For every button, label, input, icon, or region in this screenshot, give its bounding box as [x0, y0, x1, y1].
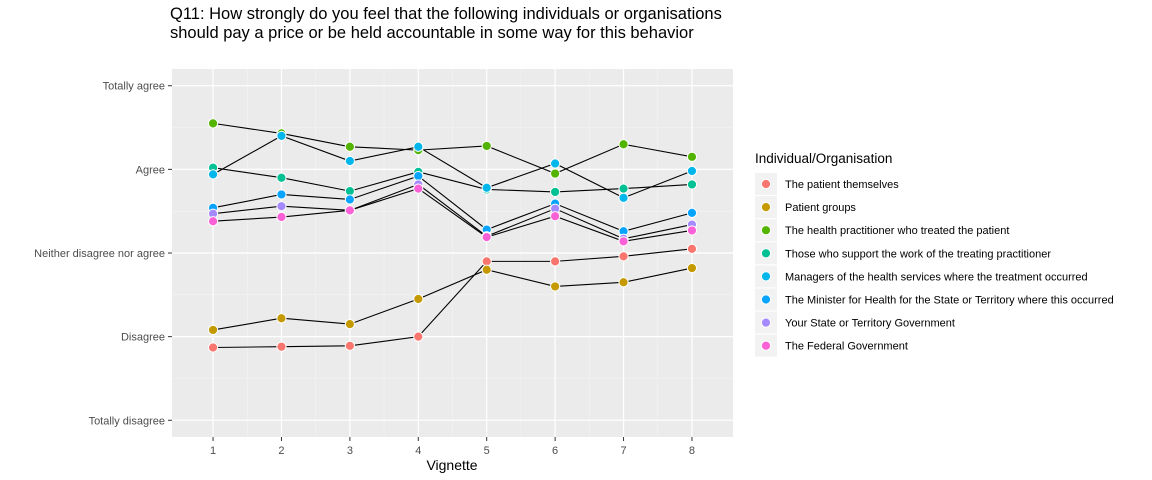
data-point [481, 256, 492, 267]
data-point [276, 201, 287, 212]
legend-label: Those who support the work of the treati… [785, 248, 1051, 260]
y-tick-label: Disagree [121, 332, 165, 344]
data-point [344, 205, 355, 216]
y-tick-label: Agree [136, 164, 165, 176]
legend-swatch [760, 340, 772, 351]
x-tick-label: 8 [689, 445, 695, 457]
data-point [550, 281, 561, 292]
legend-label: The patient themselves [785, 179, 899, 191]
data-point [481, 140, 492, 152]
legend-swatch [760, 271, 772, 282]
legend: Individual/Organisation The patient them… [755, 151, 1114, 357]
data-point [276, 172, 287, 183]
x-axis: 1 2 3 4 5 6 7 8 [210, 437, 695, 457]
data-point [550, 256, 561, 267]
series-layer [207, 118, 698, 353]
legend-swatch [760, 317, 772, 328]
data-point [276, 341, 287, 352]
legend-label: The health practitioner who treated the … [785, 225, 1009, 237]
legend-swatch [760, 225, 772, 236]
data-point [686, 165, 698, 177]
legend-label: Patient groups [785, 202, 856, 214]
series-line [213, 187, 693, 242]
legend-swatch [760, 202, 772, 213]
data-point [686, 225, 698, 236]
data-point [481, 264, 492, 275]
data-point [481, 232, 492, 243]
data-point [618, 183, 629, 194]
legend-swatch [760, 294, 772, 305]
data-point [550, 211, 561, 222]
data-point [618, 251, 629, 262]
data-point [686, 243, 698, 254]
x-tick-label: 2 [278, 445, 284, 457]
chart-title: Q11: How strongly do you feel that the f… [170, 5, 722, 42]
legend-label: The Federal Government [785, 341, 908, 353]
series-line [212, 167, 692, 193]
data-point [413, 331, 424, 342]
data-point [276, 313, 287, 324]
data-point [550, 168, 561, 179]
y-tick-label: Neither disagree nor agree [34, 248, 165, 260]
data-point [276, 211, 287, 223]
legend-label: Managers of the health services where th… [785, 271, 1088, 283]
x-tick-label: 5 [484, 445, 490, 457]
data-point [481, 182, 492, 193]
legend-label: The Minister for Health for the State or… [785, 295, 1114, 307]
legend-swatch [760, 178, 772, 190]
y-tick-label: Totally disagree [89, 415, 165, 427]
data-point [618, 192, 629, 203]
series-line [212, 267, 693, 331]
data-point [413, 183, 424, 194]
data-point [276, 130, 287, 142]
series-line [212, 175, 693, 232]
x-tick-label: 7 [620, 445, 626, 457]
x-tick-label: 3 [347, 445, 353, 457]
data-point [207, 342, 219, 353]
series-line [213, 248, 693, 349]
data-point [413, 170, 424, 182]
x-axis-title: Vignette [426, 457, 477, 473]
data-point [207, 216, 219, 227]
data-point [686, 262, 698, 274]
data-point [344, 186, 355, 197]
data-point [550, 186, 561, 198]
x-tick-label: 1 [210, 445, 216, 457]
legend-title: Individual/Organisation [755, 151, 892, 166]
data-point [207, 324, 219, 336]
data-point [550, 158, 561, 169]
series-line [212, 183, 693, 240]
data-point [686, 207, 698, 218]
series-line [212, 135, 693, 199]
data-point [618, 139, 629, 150]
data-point [413, 293, 424, 305]
legend-label: Your State or Territory Government [785, 318, 955, 330]
data-point [344, 318, 355, 330]
data-point [686, 179, 698, 190]
legend-swatch [760, 248, 772, 259]
y-axis: Totally disagree Disagree Neither disagree… [34, 81, 172, 427]
data-point [686, 151, 698, 162]
data-point [344, 155, 355, 167]
series-line [212, 122, 693, 175]
data-point [344, 194, 355, 205]
data-point [207, 118, 219, 129]
data-point [618, 277, 629, 288]
data-point [276, 189, 287, 200]
data-point [344, 340, 355, 351]
y-tick-label: Totally agree [103, 81, 165, 93]
data-point [618, 236, 629, 247]
x-tick-label: 4 [415, 445, 421, 457]
data-point [344, 141, 355, 152]
data-point [413, 141, 424, 152]
x-tick-label: 6 [552, 445, 558, 457]
data-point [207, 169, 219, 180]
